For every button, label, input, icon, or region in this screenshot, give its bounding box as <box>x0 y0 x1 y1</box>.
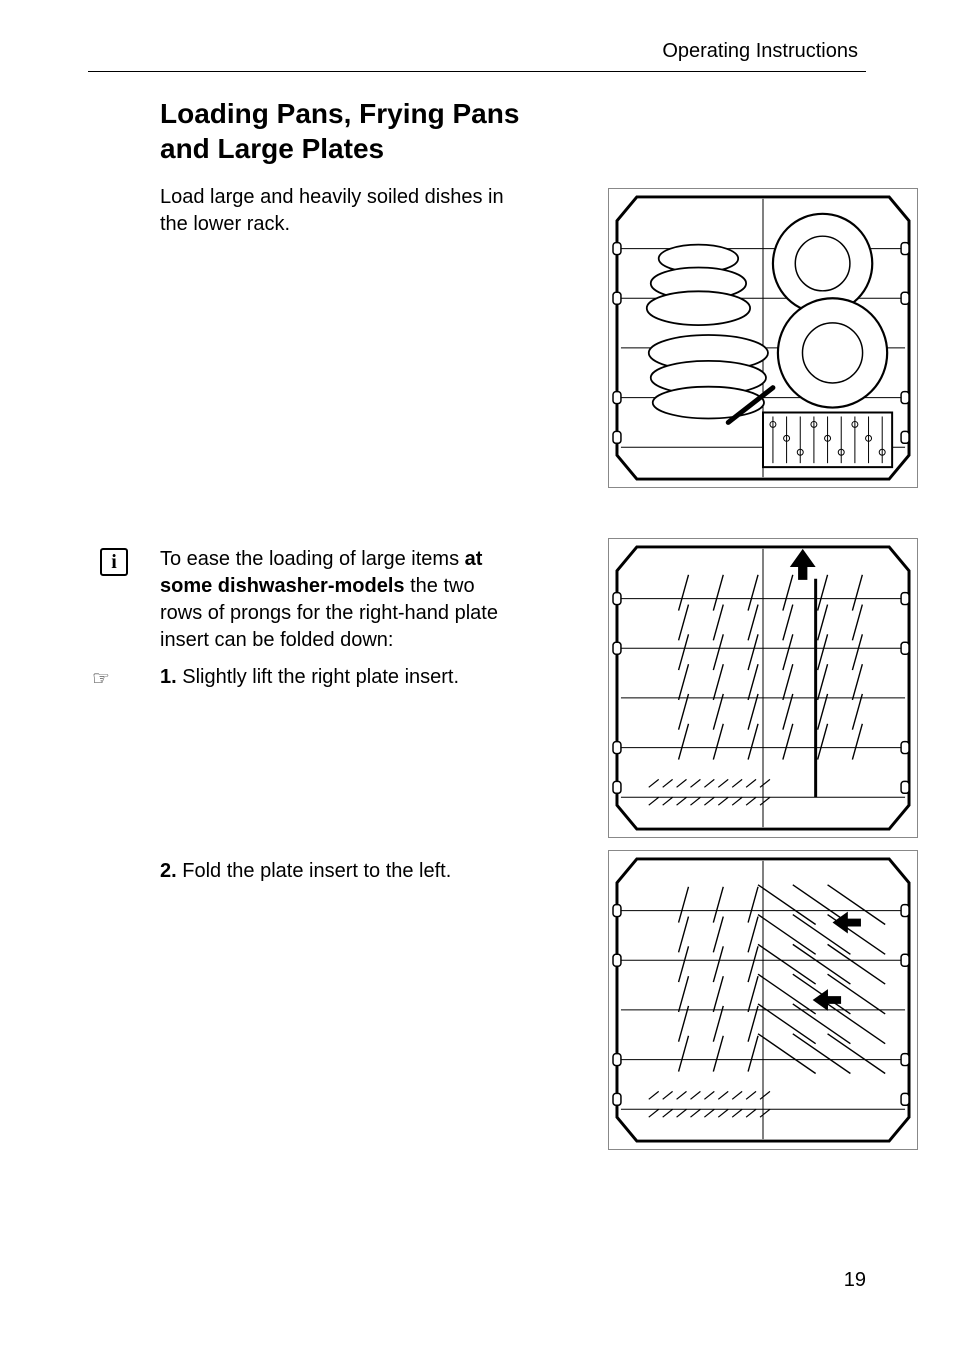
section-title: Loading Pans, Frying Pans and Large Plat… <box>160 96 520 166</box>
step-1-num: 1. <box>160 666 177 688</box>
info-text-before: To ease the loading of large items <box>160 548 465 570</box>
step-2-body: Fold the plate insert to the left. <box>182 860 451 882</box>
step-1: ☞ 1. Slightly lift the right plate inser… <box>160 664 520 691</box>
step-1-text: 1. Slightly lift the right plate insert. <box>160 664 520 691</box>
step-2-num: 2. <box>160 860 177 882</box>
figure-fold-insert <box>608 850 918 1150</box>
page: Operating Instructions Loading Pans, Fry… <box>0 0 954 1352</box>
page-number: 19 <box>844 1269 866 1292</box>
step-1-body: Slightly lift the right plate insert. <box>182 666 459 688</box>
running-head: Operating Instructions <box>88 40 866 63</box>
info-icon: i <box>100 548 128 576</box>
section-heading-block: Loading Pans, Frying Pans and Large Plat… <box>160 96 520 238</box>
step-2: 2. Fold the plate insert to the left. <box>160 858 520 885</box>
header-rule <box>88 71 866 72</box>
info-note: i To ease the loading of large items at … <box>160 546 520 654</box>
info-text: To ease the loading of large items at so… <box>160 546 520 654</box>
figure-loaded-rack <box>608 188 918 488</box>
figure-lift-insert <box>608 538 918 838</box>
content-area: Loading Pans, Frying Pans and Large Plat… <box>88 96 866 238</box>
section-intro: Load large and heavily soiled dishes in … <box>160 184 520 238</box>
hand-icon: ☞ <box>92 666 110 691</box>
step-2-text: 2. Fold the plate insert to the left. <box>160 858 520 885</box>
